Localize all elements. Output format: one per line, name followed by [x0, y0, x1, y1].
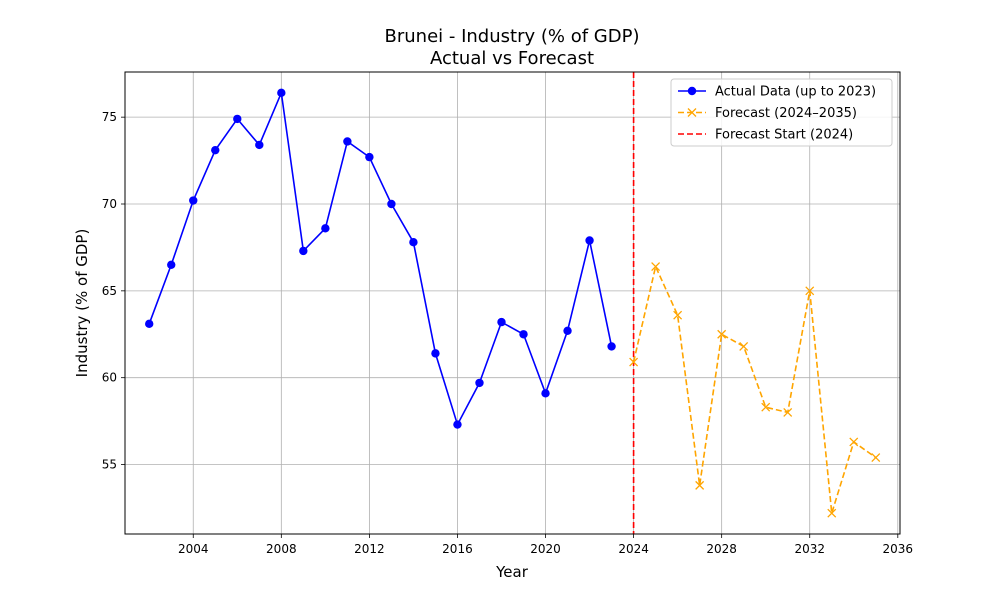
legend-label: Actual Data (up to 2023) [715, 85, 876, 100]
series-line-1 [148, 89, 613, 427]
data-point [607, 342, 616, 351]
y-tick-label: 70 [102, 197, 117, 211]
data-point [233, 114, 242, 124]
legend-label: Forecast Start (2024) [715, 128, 853, 143]
data-point [211, 145, 220, 155]
data-point [475, 378, 484, 388]
data-point [145, 319, 154, 329]
legend-label: Forecast (2024–2035) [715, 106, 857, 121]
data-point [805, 286, 815, 296]
x-tick-label: 2032 [794, 542, 825, 556]
axis-ticks: 2004 2008 2012 2016 2020 2024 2028 2032 2036 55 60… [102, 110, 913, 556]
x-tick-label: 2028 [706, 542, 737, 556]
data-point [695, 480, 705, 490]
legend-box [670, 78, 893, 147]
data-point [321, 224, 330, 233]
data-point [827, 508, 837, 518]
data-point [739, 341, 749, 351]
series-layer [145, 88, 881, 518]
x-tick-label: 2036 [883, 542, 914, 556]
data-point [497, 317, 506, 327]
y-tick-label: 60 [102, 371, 117, 385]
x-tick-label: 2012 [354, 542, 385, 556]
plot-area-frame [124, 71, 901, 535]
legend-marker [687, 86, 697, 96]
legend: Actual Data (up to 2023) Forecast (2024–2… [670, 78, 893, 147]
data-point [673, 310, 683, 320]
data-point [519, 330, 528, 339]
data-point [453, 420, 462, 429]
data-point [299, 246, 308, 256]
data-point [541, 389, 550, 398]
data-point [563, 326, 572, 335]
data-point [651, 262, 661, 271]
x-tick-label: 2016 [442, 542, 473, 556]
data-point [761, 402, 771, 412]
data-point [871, 453, 881, 463]
legend-marker [687, 108, 697, 117]
data-point [189, 196, 198, 205]
data-point [409, 238, 418, 247]
data-point [277, 88, 286, 98]
data-point [783, 407, 793, 417]
y-tick-label: 65 [102, 284, 117, 298]
data-point [343, 137, 352, 146]
x-tick-label: 2008 [266, 542, 297, 556]
grid [125, 72, 900, 534]
data-point [365, 152, 374, 162]
chart-subtitle: Actual vs Forecast [430, 48, 594, 69]
chart-title: Brunei - Industry (% of GDP) [385, 26, 640, 47]
x-tick-label: 2004 [178, 542, 209, 556]
data-point [849, 437, 859, 447]
data-point [717, 329, 727, 339]
series-line-2 [632, 264, 877, 514]
data-point [629, 357, 639, 367]
x-tick-label: 2020 [530, 542, 561, 556]
data-point [167, 260, 176, 269]
y-tick-label: 55 [102, 458, 117, 472]
y-tick-label: 75 [102, 110, 117, 124]
data-point [585, 236, 594, 245]
data-point [431, 349, 440, 358]
y-axis-label: Industry (% of GDP) [73, 229, 91, 378]
x-axis-label: Year [495, 563, 529, 581]
data-point [387, 199, 396, 209]
data-point [255, 140, 264, 150]
x-tick-label: 2024 [618, 542, 649, 556]
